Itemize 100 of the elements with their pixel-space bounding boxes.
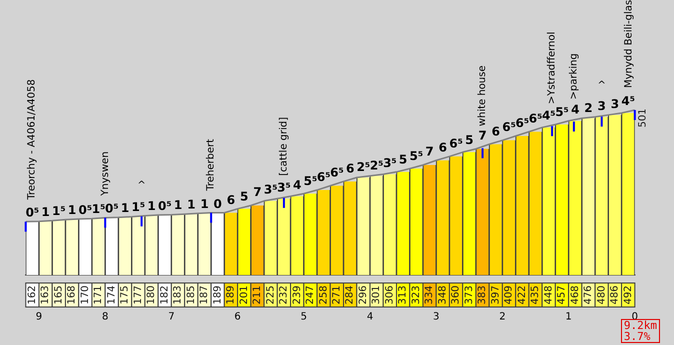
data-label: 239	[292, 285, 303, 305]
text: 3.7%	[624, 330, 650, 343]
data-label: 501	[637, 108, 648, 128]
annotation: 6	[346, 162, 354, 176]
annotation: >parking	[568, 53, 580, 100]
annotation: 0⁵	[105, 201, 119, 216]
annotation: 2⁵	[370, 158, 384, 172]
data-label: 284	[344, 285, 356, 305]
x-tick-label: 4	[366, 312, 374, 323]
annotation: 3	[598, 99, 606, 114]
data-label: 306	[384, 285, 396, 305]
annotation: 6⁵	[515, 116, 530, 130]
annotation: 6⁵	[449, 136, 463, 150]
data-label: 348	[437, 285, 448, 305]
annotation: 1	[147, 199, 156, 214]
data-label: 201	[238, 285, 250, 305]
annotation: 7	[253, 185, 262, 200]
data-label: 468	[570, 285, 581, 305]
data-label: 457	[556, 285, 568, 305]
annotation: 5	[240, 190, 248, 204]
annotation: 1	[41, 204, 50, 219]
data-label: 397	[490, 285, 502, 305]
data-label: 422	[516, 285, 528, 305]
annotation: 6	[226, 192, 236, 207]
x-tick-label: 7	[168, 312, 175, 323]
annotation: 1⁵	[52, 204, 66, 218]
annotation: Treorchy - A4061/A4058	[26, 79, 38, 201]
annotation: 3⁵	[383, 156, 397, 170]
x-tick-label: 8	[102, 312, 108, 323]
annotation: 1	[120, 200, 130, 215]
annotation: 6⁵	[330, 166, 344, 180]
annotation: 3⁵	[264, 182, 278, 197]
data-label: 174	[106, 285, 118, 305]
data-label: 296	[358, 285, 369, 305]
annotation: 4	[293, 178, 302, 192]
data-label: 409	[504, 285, 515, 305]
annotation: 7	[478, 128, 487, 142]
data-label: 435	[530, 285, 542, 305]
annotation: 0⁵	[158, 198, 172, 213]
annotation: 0⁵	[26, 205, 40, 220]
data-label: 189	[212, 285, 224, 305]
annotation: 2⁵	[356, 160, 370, 174]
data-label: 492	[622, 285, 634, 305]
data-label: 480	[596, 285, 608, 305]
annotation: Treherbert	[206, 138, 217, 192]
data-label: 182	[159, 285, 170, 305]
data-label: 383	[477, 285, 488, 305]
annotation: 4⁵	[542, 108, 556, 123]
data-label: 180	[146, 285, 158, 305]
annotation: 5⁵	[410, 149, 424, 164]
annotation: 1	[200, 196, 209, 211]
data-label: 162	[26, 285, 38, 305]
annotation: 1⁵	[92, 202, 106, 216]
data-label: 334	[424, 285, 436, 305]
x-tick-label: 1	[565, 312, 572, 323]
data-label: 175	[120, 285, 131, 305]
data-label: 373	[464, 285, 475, 305]
annotation: 3	[610, 97, 620, 112]
data-label: 232	[278, 285, 290, 305]
data-label: 271	[331, 285, 342, 305]
data-label: 177	[132, 285, 144, 305]
annotation: 0⁵	[78, 202, 92, 217]
annotation: [cattle grid]	[278, 116, 290, 176]
data-label: 313	[398, 285, 409, 305]
annotation: 5	[398, 152, 408, 167]
annotation: >Ystradffernol	[546, 32, 558, 104]
data-label: 185	[186, 285, 197, 305]
x-tick-label: 2	[499, 312, 506, 323]
annotation: 4⁵	[621, 94, 636, 108]
annotation: 6	[492, 124, 500, 138]
data-label: 323	[410, 285, 422, 305]
data-label: 301	[371, 285, 382, 305]
annotation: 7	[425, 144, 434, 159]
data-label: 211	[252, 285, 264, 305]
annotation: 6⁵	[502, 120, 516, 134]
annotation: 5⁵	[555, 104, 569, 119]
x-tick-label: 3	[433, 312, 440, 323]
data-label: 165	[53, 285, 64, 305]
data-label: 171	[93, 285, 104, 305]
annotation: 4	[571, 102, 580, 116]
annotation: ^	[598, 80, 606, 92]
annotation: 1	[174, 198, 182, 212]
annotation: 2	[584, 101, 593, 116]
annotation: white house	[477, 66, 488, 126]
annotation: 1	[68, 203, 76, 218]
annotation: 6⁵	[316, 170, 330, 184]
data-label: 476	[583, 285, 594, 305]
annotation: 6	[438, 140, 448, 155]
annotation: 5	[465, 132, 474, 147]
data-label: 258	[318, 285, 330, 305]
data-label: 486	[610, 285, 621, 305]
data-label: 170	[80, 285, 91, 305]
data-label: 163	[40, 285, 52, 305]
data-label: 225	[265, 285, 276, 305]
annotation: ^	[137, 180, 146, 191]
data-label: 360	[450, 285, 462, 305]
x-tick-label: 6	[234, 312, 241, 323]
data-label: 448	[543, 285, 554, 305]
x-tick-label: 5	[300, 312, 307, 323]
annotation: 5⁵	[304, 174, 318, 188]
